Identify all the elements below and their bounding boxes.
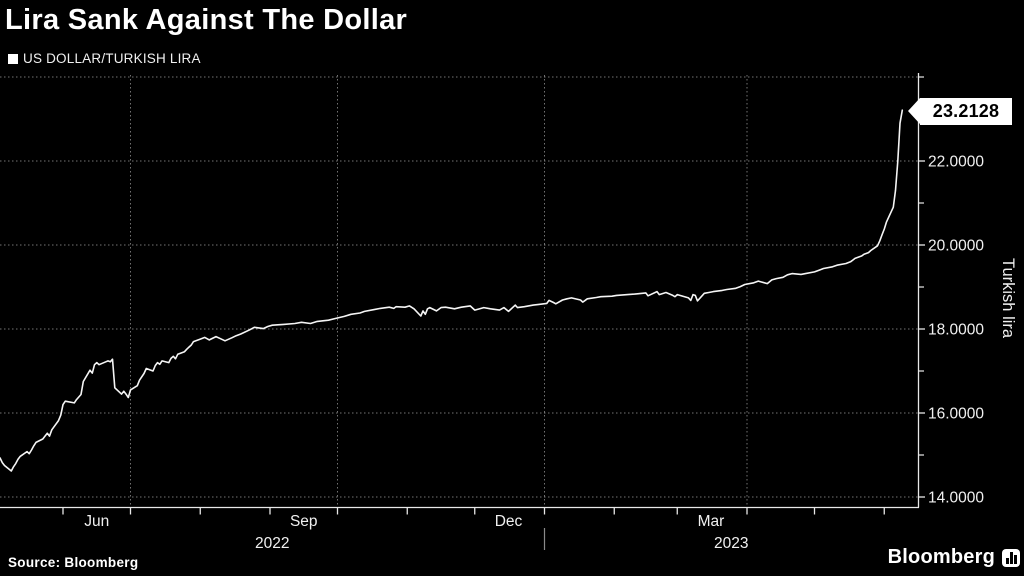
x-month-label: Sep (290, 513, 318, 530)
x-month-label: Jun (84, 513, 109, 530)
bar-chart-in-rounded-square-icon (1002, 548, 1020, 567)
x-month-label: Dec (495, 513, 523, 530)
y-tick-label: 14.0000 (928, 490, 984, 507)
x-year-label: 2023 (714, 535, 748, 552)
y-axis-title: Turkish lira (999, 257, 1017, 339)
price-line (0, 109, 904, 472)
last-value-tag: 23.2128 (908, 98, 1012, 125)
y-tick-label: 18.0000 (928, 322, 984, 339)
brand-lockup: Bloomberg (888, 546, 1020, 569)
y-tick-label: 20.0000 (928, 238, 984, 255)
legend-label: US DOLLAR/TURKISH LIRA (23, 51, 201, 66)
y-tick-label: 16.0000 (928, 406, 984, 423)
legend-swatch-icon (8, 53, 18, 64)
brand-wordmark: Bloomberg (887, 546, 995, 568)
x-year-label: 2022 (255, 535, 289, 552)
legend: US DOLLAR/TURKISH LIRA (8, 51, 201, 66)
source-note: Source: Bloomberg (8, 555, 139, 570)
x-month-label: Mar (698, 513, 725, 530)
chart-title: Lira Sank Against The Dollar (5, 4, 408, 36)
y-tick-label: 22.0000 (928, 154, 984, 171)
